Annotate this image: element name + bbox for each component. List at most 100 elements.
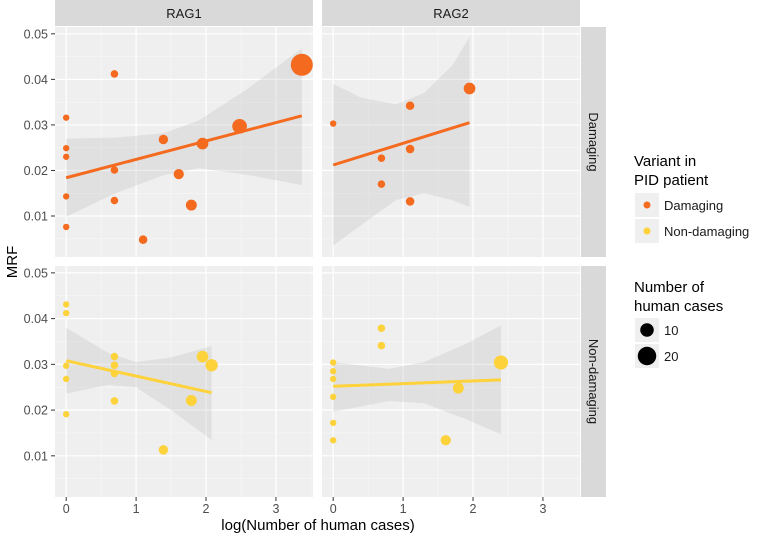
panel-rag1-damaging: 0.01 0.02 0.03 0.04 0.05 bbox=[24, 27, 313, 257]
data-point bbox=[62, 301, 70, 308]
y-tick-label: 0.02 bbox=[24, 164, 48, 178]
confidence-band bbox=[333, 325, 501, 435]
y-tick-label: 0.03 bbox=[24, 358, 48, 372]
data-point bbox=[62, 223, 70, 231]
legend-color-title: PID patient bbox=[634, 172, 709, 189]
legend-color-label: Damaging bbox=[664, 198, 723, 213]
x-tick-label: 3 bbox=[539, 502, 546, 516]
legend-size-label: 20 bbox=[664, 349, 678, 364]
data-point bbox=[329, 120, 337, 127]
data-point bbox=[110, 196, 119, 205]
panel-rag1-non-damaging: 0.01 0.02 0.03 0.04 0.05 0 1 2 3 bbox=[24, 266, 313, 516]
data-point bbox=[377, 180, 386, 188]
facet-strip-rag2 bbox=[322, 0, 580, 26]
y-tick-label: 0.03 bbox=[24, 118, 48, 132]
legend-color-title: Variant in bbox=[634, 153, 696, 170]
facet-strip-label: Non-damaging bbox=[586, 339, 601, 424]
facet-strip-non-damaging bbox=[581, 266, 606, 497]
data-point bbox=[110, 397, 119, 405]
data-point bbox=[62, 144, 70, 152]
regression-line bbox=[333, 378, 502, 388]
data-point bbox=[185, 199, 197, 211]
data-point bbox=[405, 144, 415, 154]
data-point bbox=[329, 419, 337, 427]
panel-background bbox=[55, 266, 313, 497]
data-point bbox=[329, 393, 337, 401]
data-point bbox=[62, 114, 70, 121]
confidence-band bbox=[66, 327, 212, 440]
data-point bbox=[62, 375, 70, 383]
data-point bbox=[329, 437, 337, 444]
data-point bbox=[493, 355, 509, 370]
data-point bbox=[173, 169, 184, 180]
data-point bbox=[329, 359, 337, 366]
legend-color-swatch bbox=[643, 227, 651, 235]
data-point bbox=[138, 235, 148, 244]
x-tick-label: 3 bbox=[272, 502, 279, 516]
data-point bbox=[452, 382, 464, 394]
data-point bbox=[110, 361, 119, 370]
y-tick-label: 0.01 bbox=[24, 210, 48, 224]
data-point bbox=[196, 350, 209, 363]
data-point bbox=[377, 324, 386, 332]
y-tick-label: 0.01 bbox=[24, 449, 48, 463]
regression-line bbox=[65, 114, 303, 180]
data-point bbox=[405, 101, 415, 111]
data-point bbox=[110, 166, 119, 174]
data-point bbox=[62, 362, 70, 369]
facet-strip-label: RAG1 bbox=[166, 6, 201, 21]
x-tick-label: 2 bbox=[470, 502, 477, 516]
data-point bbox=[62, 193, 70, 200]
y-tick-label: 0.05 bbox=[24, 266, 48, 280]
y-tick-label: 0.04 bbox=[24, 73, 48, 87]
data-point bbox=[62, 309, 70, 317]
data-point bbox=[377, 341, 386, 350]
data-point bbox=[110, 352, 119, 361]
legend-size-title: Number of bbox=[634, 279, 705, 296]
y-axis-title: MRF bbox=[4, 246, 21, 279]
data-point bbox=[377, 154, 386, 162]
panel-rag2-non-damaging: 0 1 2 3 bbox=[322, 266, 580, 516]
legend-size-swatch bbox=[637, 346, 657, 366]
data-point bbox=[440, 435, 451, 446]
data-point bbox=[110, 70, 119, 78]
data-point bbox=[62, 153, 70, 160]
panel-background bbox=[55, 27, 313, 257]
panel-background bbox=[322, 27, 580, 257]
confidence-band bbox=[333, 37, 470, 246]
legend-size-title: human cases bbox=[634, 298, 723, 315]
data-point bbox=[329, 375, 337, 383]
data-point bbox=[62, 411, 70, 418]
x-tick-label: 0 bbox=[63, 502, 70, 516]
data-point bbox=[329, 368, 337, 375]
confidence-band bbox=[66, 48, 302, 217]
panel-rag2-damaging bbox=[322, 27, 580, 257]
x-tick-label: 1 bbox=[400, 502, 407, 516]
legend-color-swatch bbox=[643, 201, 651, 209]
data-point bbox=[290, 53, 313, 76]
facet-strip-label: Damaging bbox=[586, 112, 601, 171]
data-point bbox=[205, 359, 218, 372]
data-point bbox=[405, 197, 415, 206]
regression-line bbox=[332, 121, 470, 167]
data-point bbox=[158, 134, 169, 145]
legend-color-label: Non-damaging bbox=[664, 224, 749, 239]
x-axis-title: log(Number of human cases) bbox=[221, 517, 414, 534]
x-tick-label: 2 bbox=[203, 502, 210, 516]
y-tick-label: 0.02 bbox=[24, 404, 48, 418]
x-tick-label: 0 bbox=[330, 502, 337, 516]
legend-size-label: 10 bbox=[664, 323, 678, 338]
legend: Variant in PID patient Damaging Non-damagin… bbox=[634, 153, 749, 368]
data-point bbox=[158, 445, 169, 455]
facet-strip-rag1 bbox=[55, 0, 313, 26]
data-point bbox=[185, 395, 197, 406]
x-tick-label: 1 bbox=[133, 502, 140, 516]
facet-strip-label: RAG2 bbox=[433, 6, 468, 21]
y-tick-label: 0.04 bbox=[24, 312, 48, 326]
y-tick-label: 0.05 bbox=[24, 27, 48, 41]
data-point bbox=[463, 82, 476, 95]
legend-size-swatch bbox=[640, 323, 654, 337]
facet-strip-damaging bbox=[581, 27, 606, 257]
regression-line bbox=[65, 359, 212, 395]
